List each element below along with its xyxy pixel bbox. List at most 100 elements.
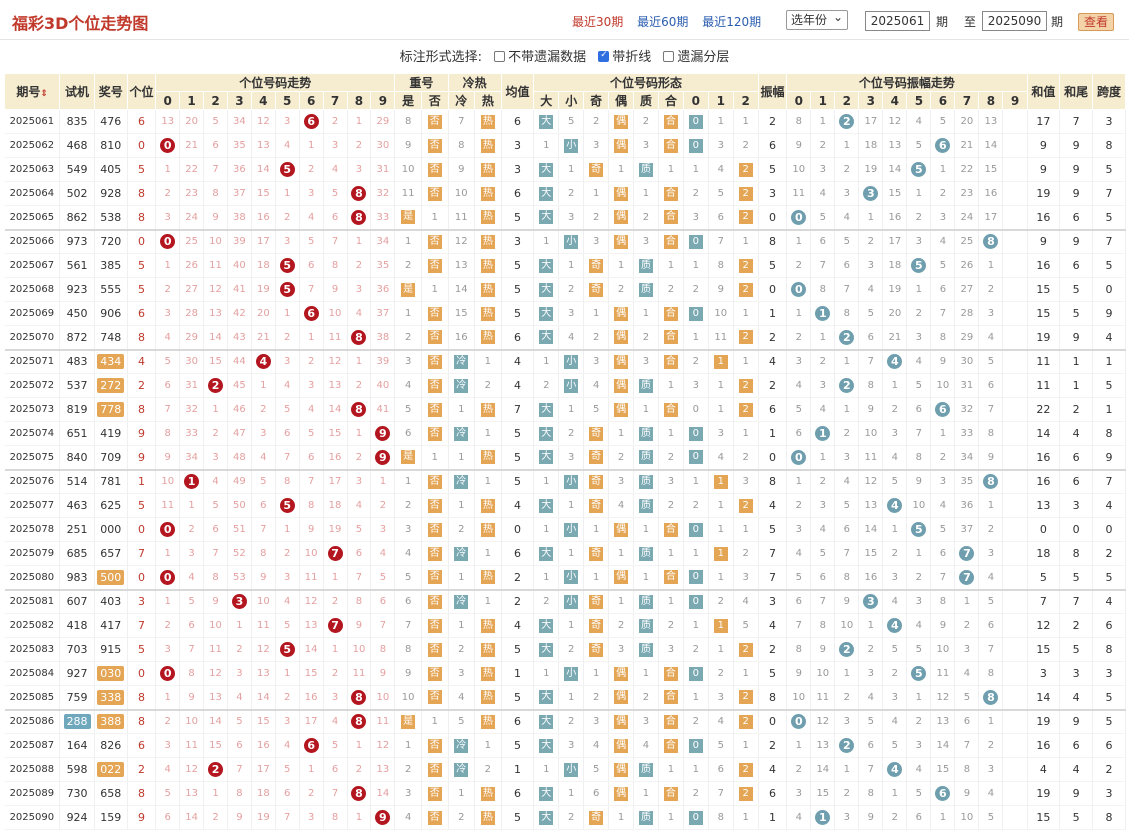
avg-cell: 5 xyxy=(501,205,535,231)
amp-cell: 4 xyxy=(758,349,788,374)
sum-cell: 4 xyxy=(1027,757,1061,782)
amp-trend-cell: 5 xyxy=(834,493,860,518)
trial-cell: 927 xyxy=(59,661,95,686)
amp-trend-cell: 6 xyxy=(858,325,884,351)
amp-cell: 0 xyxy=(758,445,788,471)
span-cell: 8 xyxy=(1092,421,1127,446)
trend-cell: 7 xyxy=(347,565,372,591)
amp-trend-cell: 8 xyxy=(810,277,836,302)
trend-cell: 16 xyxy=(251,733,276,758)
trend-cell: 7 xyxy=(155,397,181,422)
form-cell-hit: 质 xyxy=(633,637,659,662)
coldhot-cell: 1 xyxy=(474,469,502,494)
sort-icon[interactable]: ⇕ xyxy=(40,89,48,99)
from-period-input[interactable]: 2025061 xyxy=(865,11,930,31)
trial-cell: 598 xyxy=(59,757,95,782)
repeat-cell: 9 xyxy=(394,661,422,686)
recent-120-link[interactable]: 最近120期 xyxy=(702,15,762,29)
trend-cell: 7 xyxy=(323,781,348,806)
coldhot-cell: 1 xyxy=(448,445,476,471)
coldhot-cell: 冷 xyxy=(448,589,476,614)
amp-cell: 3 xyxy=(758,181,788,206)
recent-60-link[interactable]: 最近60期 xyxy=(637,15,689,29)
amp-trend-cell: 2 xyxy=(810,469,836,494)
trend-ball: 9 xyxy=(375,449,391,465)
tail-cell: 9 xyxy=(1059,133,1093,158)
option-no-omission-checkbox[interactable] xyxy=(494,51,506,62)
sum-cell: 11 xyxy=(1027,349,1061,374)
form-cell: 1 xyxy=(558,157,585,182)
form-cell-hit: 合 xyxy=(658,397,684,422)
amp-trend-cell: 1 xyxy=(858,205,884,231)
trend-cell-hit: 6 xyxy=(299,733,324,758)
trend-cell: 2 xyxy=(203,421,228,446)
avg-cell: 2 xyxy=(501,565,535,591)
form-cell: 1 xyxy=(608,157,635,182)
table-row: 2025066 973 720 0 0 25 10 39 17 3 5 7 1 34 1 否 12 热 3 1 小 3 偶 3… xyxy=(4,229,1127,254)
form-cell: 2 xyxy=(633,685,659,711)
amp-trend-cell: 13 xyxy=(810,733,836,758)
award-cell: 555 xyxy=(94,277,128,302)
amp-trend-cell: 10 xyxy=(810,661,836,686)
form-cell-hit: 奇 xyxy=(583,469,610,494)
table-row: 2025084 927 030 0 0 8 12 3 13 1 15 2 11 9 9 否 3 热 1 1 小 1 偶 1 合 0… xyxy=(4,661,1127,686)
form-cell: 3 xyxy=(733,469,759,494)
period-cell: 2025086 xyxy=(4,709,61,734)
repeat-cell: 3 xyxy=(394,349,422,374)
form-cell-hit: 偶 xyxy=(608,517,635,542)
coldhot-cell: 热 xyxy=(474,109,502,134)
amp-cell: 4 xyxy=(758,757,788,782)
amp-trend-cell xyxy=(1002,733,1028,758)
trend-cell: 9 xyxy=(203,205,228,231)
trend-cell: 45 xyxy=(227,373,252,398)
form-cell: 1 xyxy=(733,517,759,542)
option-layered-checkbox[interactable] xyxy=(663,51,675,62)
trend-ball: 5 xyxy=(279,282,295,297)
repeat-cell: 是 xyxy=(394,709,422,734)
amp-trend-cell: 36 xyxy=(954,493,980,518)
query-button[interactable]: 查看 xyxy=(1078,13,1114,31)
recent-30-link[interactable]: 最近30期 xyxy=(572,15,624,29)
amp-trend-cell: 6 xyxy=(834,517,860,542)
form-cell-hit: 质 xyxy=(633,805,659,830)
amp-trend-cell: 7 xyxy=(954,733,980,758)
trend-cell: 2 xyxy=(347,373,372,398)
period-cell: 2025084 xyxy=(4,661,61,686)
form-cell-hit: 偶 xyxy=(608,181,635,206)
table-row: 2025071 483 434 4 5 30 15 44 4 3 2 12 1 39 3 否冷 1 4 1 小 3 偶 3 合… xyxy=(4,349,1127,374)
trend-cell: 13 xyxy=(299,613,324,638)
col-period[interactable]: 期号⇕ xyxy=(3,73,61,110)
col-amp-digit-5: 5 xyxy=(906,91,932,110)
col-coldhot-sub: 热 xyxy=(474,91,502,110)
trend-cell: 53 xyxy=(227,565,252,591)
amp-cell: 2 xyxy=(758,109,788,134)
trend-cell-hit: 8 xyxy=(347,397,372,422)
amp-trend-cell: 5 xyxy=(810,205,836,231)
form-cell: 5 xyxy=(708,733,734,758)
col-amp-digit-4: 4 xyxy=(882,91,908,110)
coldhot-cell: 9 xyxy=(448,157,476,182)
trend-cell: 15 xyxy=(251,709,276,734)
trend-cell: 6 xyxy=(251,493,276,518)
year-select[interactable]: 选年份 xyxy=(786,9,848,30)
trend-cell: 11 xyxy=(370,709,396,734)
form-cell: 2 xyxy=(658,493,684,518)
amp-cell: 7 xyxy=(758,565,788,591)
trend-cell: 1 xyxy=(203,781,228,806)
award-cell: 778 xyxy=(94,397,128,422)
trend-cell-hit: 0 xyxy=(155,229,181,254)
period-cell: 2025067 xyxy=(4,253,61,278)
to-period-input[interactable]: 2025090 xyxy=(982,11,1047,31)
amp-trend-cell: 4 xyxy=(906,613,932,638)
form-cell: 2 xyxy=(558,421,585,446)
unit-cell: 0 xyxy=(127,565,157,591)
col-form-sub: 1 xyxy=(707,91,734,110)
amp-trend-cell: 9 xyxy=(810,637,836,662)
amp-ball: 8 xyxy=(983,234,999,250)
coldhot-cell: 热 xyxy=(474,493,502,518)
option-polyline-checkbox[interactable] xyxy=(598,50,610,62)
unit-cell: 5 xyxy=(127,493,157,518)
tail-cell: 5 xyxy=(1059,637,1093,662)
amp-trend-cell: 18 xyxy=(858,133,884,158)
form-cell-hit: 合 xyxy=(658,349,684,374)
